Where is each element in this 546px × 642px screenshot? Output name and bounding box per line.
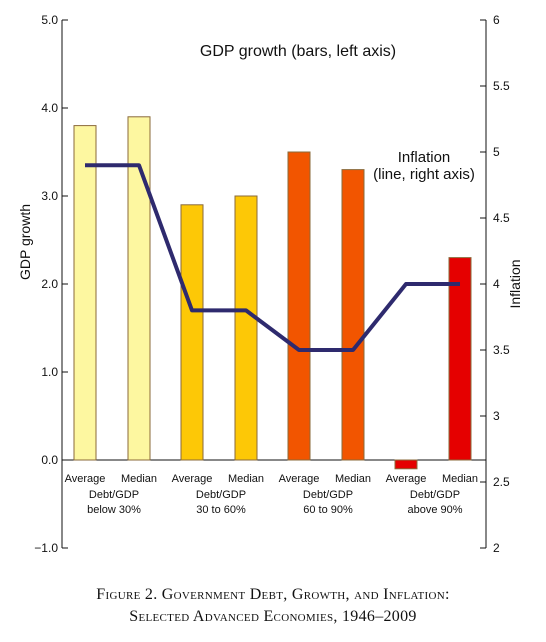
right-tick-label: 4 bbox=[493, 277, 500, 291]
category-label: Average bbox=[172, 473, 213, 485]
category-label: Median bbox=[335, 473, 371, 485]
bar bbox=[448, 257, 472, 461]
right-tick-label: 3.5 bbox=[493, 343, 510, 357]
left-tick-label: 3.0 bbox=[41, 189, 58, 203]
inflation-label-1: Inflation bbox=[398, 149, 451, 166]
group-label-line1: Debt/GDP bbox=[89, 489, 139, 501]
bar bbox=[394, 459, 418, 470]
bar bbox=[234, 195, 258, 461]
left-tick-label: −1.0 bbox=[34, 541, 58, 555]
group-label-line2: above 90% bbox=[407, 504, 462, 516]
bars bbox=[73, 116, 472, 470]
category-label: Average bbox=[279, 473, 320, 485]
left-tick-label: 4.0 bbox=[41, 101, 58, 115]
category-label: Average bbox=[65, 473, 106, 485]
group-label-line2: 30 to 60% bbox=[196, 504, 246, 516]
group-label-line1: Debt/GDP bbox=[410, 489, 460, 501]
inflation-label-2: (line, right axis) bbox=[373, 166, 475, 183]
bar bbox=[127, 116, 151, 461]
bar bbox=[180, 204, 204, 461]
group-label-line2: 60 to 90% bbox=[303, 504, 353, 516]
right-tick-label: 5.5 bbox=[493, 79, 510, 93]
caption-line-1: Figure 2. Government Debt, Growth, and I… bbox=[96, 586, 450, 603]
left-axis-label: GDP growth bbox=[17, 204, 33, 280]
right-tick-label: 2.5 bbox=[493, 475, 510, 489]
left-tick-label: 1.0 bbox=[41, 365, 58, 379]
caption-line-2: Selected Advanced Economies, 1946–2009 bbox=[129, 608, 417, 625]
right-tick-label: 6 bbox=[493, 13, 500, 27]
category-label: Average bbox=[386, 473, 427, 485]
group-label-line2: below 30% bbox=[87, 504, 141, 516]
category-label: Median bbox=[228, 473, 264, 485]
right-tick-label: 5 bbox=[493, 145, 500, 159]
chart: 5.0 4.0 3.0 2.0 1.0 0.0 −1.0 6 5.5 5 4.5 4 3.5 3 2.5 2… bbox=[17, 13, 523, 555]
group-labels: Debt/GDP below 30% Debt/GDP 30 to 60% Debt/G… bbox=[87, 489, 463, 516]
category-label: Median bbox=[442, 473, 478, 485]
bar bbox=[287, 151, 311, 461]
bar bbox=[73, 125, 97, 461]
chart-title: GDP growth (bars, left axis) bbox=[200, 43, 396, 60]
bar bbox=[341, 169, 365, 461]
left-tick-label: 5.0 bbox=[41, 13, 58, 27]
right-ticks: 6 5.5 5 4.5 4 3.5 3 2.5 2 bbox=[480, 13, 510, 555]
left-tick-label: 2.0 bbox=[41, 277, 58, 291]
left-tick-label: 0.0 bbox=[41, 453, 58, 467]
group-label-line1: Debt/GDP bbox=[303, 489, 353, 501]
right-tick-label: 4.5 bbox=[493, 211, 510, 225]
right-tick-label: 2 bbox=[493, 541, 500, 555]
group-label-line1: Debt/GDP bbox=[196, 489, 246, 501]
right-tick-label: 3 bbox=[493, 409, 500, 423]
right-axis-label: Inflation bbox=[507, 259, 523, 308]
inflation-line bbox=[85, 163, 460, 352]
category-label: Median bbox=[121, 473, 157, 485]
figure-caption: Figure 2. Government Debt, Growth, and I… bbox=[0, 584, 546, 628]
left-ticks: 5.0 4.0 3.0 2.0 1.0 0.0 −1.0 bbox=[34, 13, 68, 555]
category-labels: Average Median Average Median Average Median A… bbox=[65, 473, 478, 485]
